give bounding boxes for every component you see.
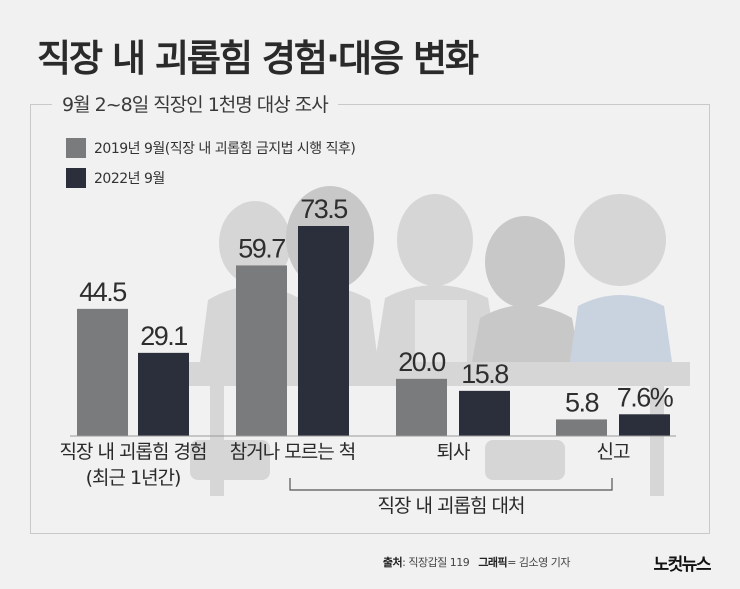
- source-credit: 출처: 직장갑질 119 그래픽= 김소영 기자: [382, 554, 571, 570]
- legend-label-2019: 2019년 9월(직장 내 괴롭힘 금지법 시행 직후): [94, 141, 356, 157]
- bar-value-label: 20.0: [398, 347, 445, 377]
- bar-value-label: 44.5: [79, 277, 126, 307]
- legend-swatch-2019: [66, 138, 86, 158]
- bars-layer: [77, 226, 670, 436]
- bar: [556, 419, 607, 436]
- nocut-news-logo: 노컷뉴스: [653, 555, 711, 575]
- legend-label-2022: 2022년 9월: [94, 171, 165, 187]
- bar-value-label: 73.5: [300, 194, 347, 224]
- source-value: : 직장갑질 119: [402, 556, 470, 569]
- source-label: 출처: [382, 556, 403, 569]
- chair-shape: [190, 440, 270, 480]
- labels-layer: 44.5 59.7 20.0 5.8 29.1 73.5 15.8 7.6% 직장 내 괴롭힘 …: [60, 194, 676, 517]
- chart-subtitle: 9월 2~8일 직장인 1천명 대상 조사: [52, 90, 338, 117]
- group-bracket: [289, 478, 613, 491]
- legend-item-2019: 2019년 9월(직장 내 괴롭힘 금지법 시행 직후): [66, 138, 356, 158]
- category-label: 신고: [597, 441, 630, 463]
- bar: [77, 308, 128, 436]
- category-label: 직장 내 괴롭힘 경험: [60, 441, 207, 463]
- bar-value-label: 59.7: [238, 233, 285, 263]
- category-label: 참거나 모르는 척: [230, 441, 355, 463]
- chair-shape: [485, 440, 565, 480]
- chart-frame: [30, 104, 710, 534]
- bar-value-label: 7.6%: [617, 382, 674, 412]
- bar: [619, 414, 670, 436]
- table-leg-shape: [650, 386, 664, 496]
- bar: [459, 390, 510, 436]
- person-head-shape: [397, 194, 473, 286]
- bar-value-label: 15.8: [461, 359, 508, 389]
- bar: [236, 265, 287, 436]
- person-head-shape: [485, 216, 565, 308]
- category-label: (최근 1년간): [86, 467, 181, 489]
- bar-value-label: 5.8: [565, 387, 599, 417]
- bar: [396, 378, 447, 436]
- person-head-shape: [219, 201, 291, 285]
- person-body-shape: [472, 305, 580, 362]
- person-hair-shape: [574, 194, 666, 286]
- bar: [138, 352, 189, 436]
- graphic-label: 그래픽: [478, 556, 508, 569]
- office-people-illustration: [185, 186, 690, 496]
- category-label: 퇴사: [437, 441, 470, 463]
- source-bar: 출처: 직장갑질 119 그래픽= 김소영 기자 노컷뉴스: [0, 550, 740, 575]
- bar: [298, 226, 349, 436]
- page-title: 직장 내 괴롭힘 경험·대응 변화: [37, 37, 479, 80]
- legend-item-2022: 2022년 9월: [66, 168, 165, 188]
- bar-value-label: 29.1: [140, 321, 187, 351]
- group-label: 직장 내 괴롭힘 대처: [378, 495, 525, 517]
- person-body-shape: [570, 295, 672, 362]
- graphic-value: = 김소영 기자: [507, 556, 570, 569]
- paper-shape: [415, 300, 467, 362]
- legend-swatch-2022: [66, 168, 86, 188]
